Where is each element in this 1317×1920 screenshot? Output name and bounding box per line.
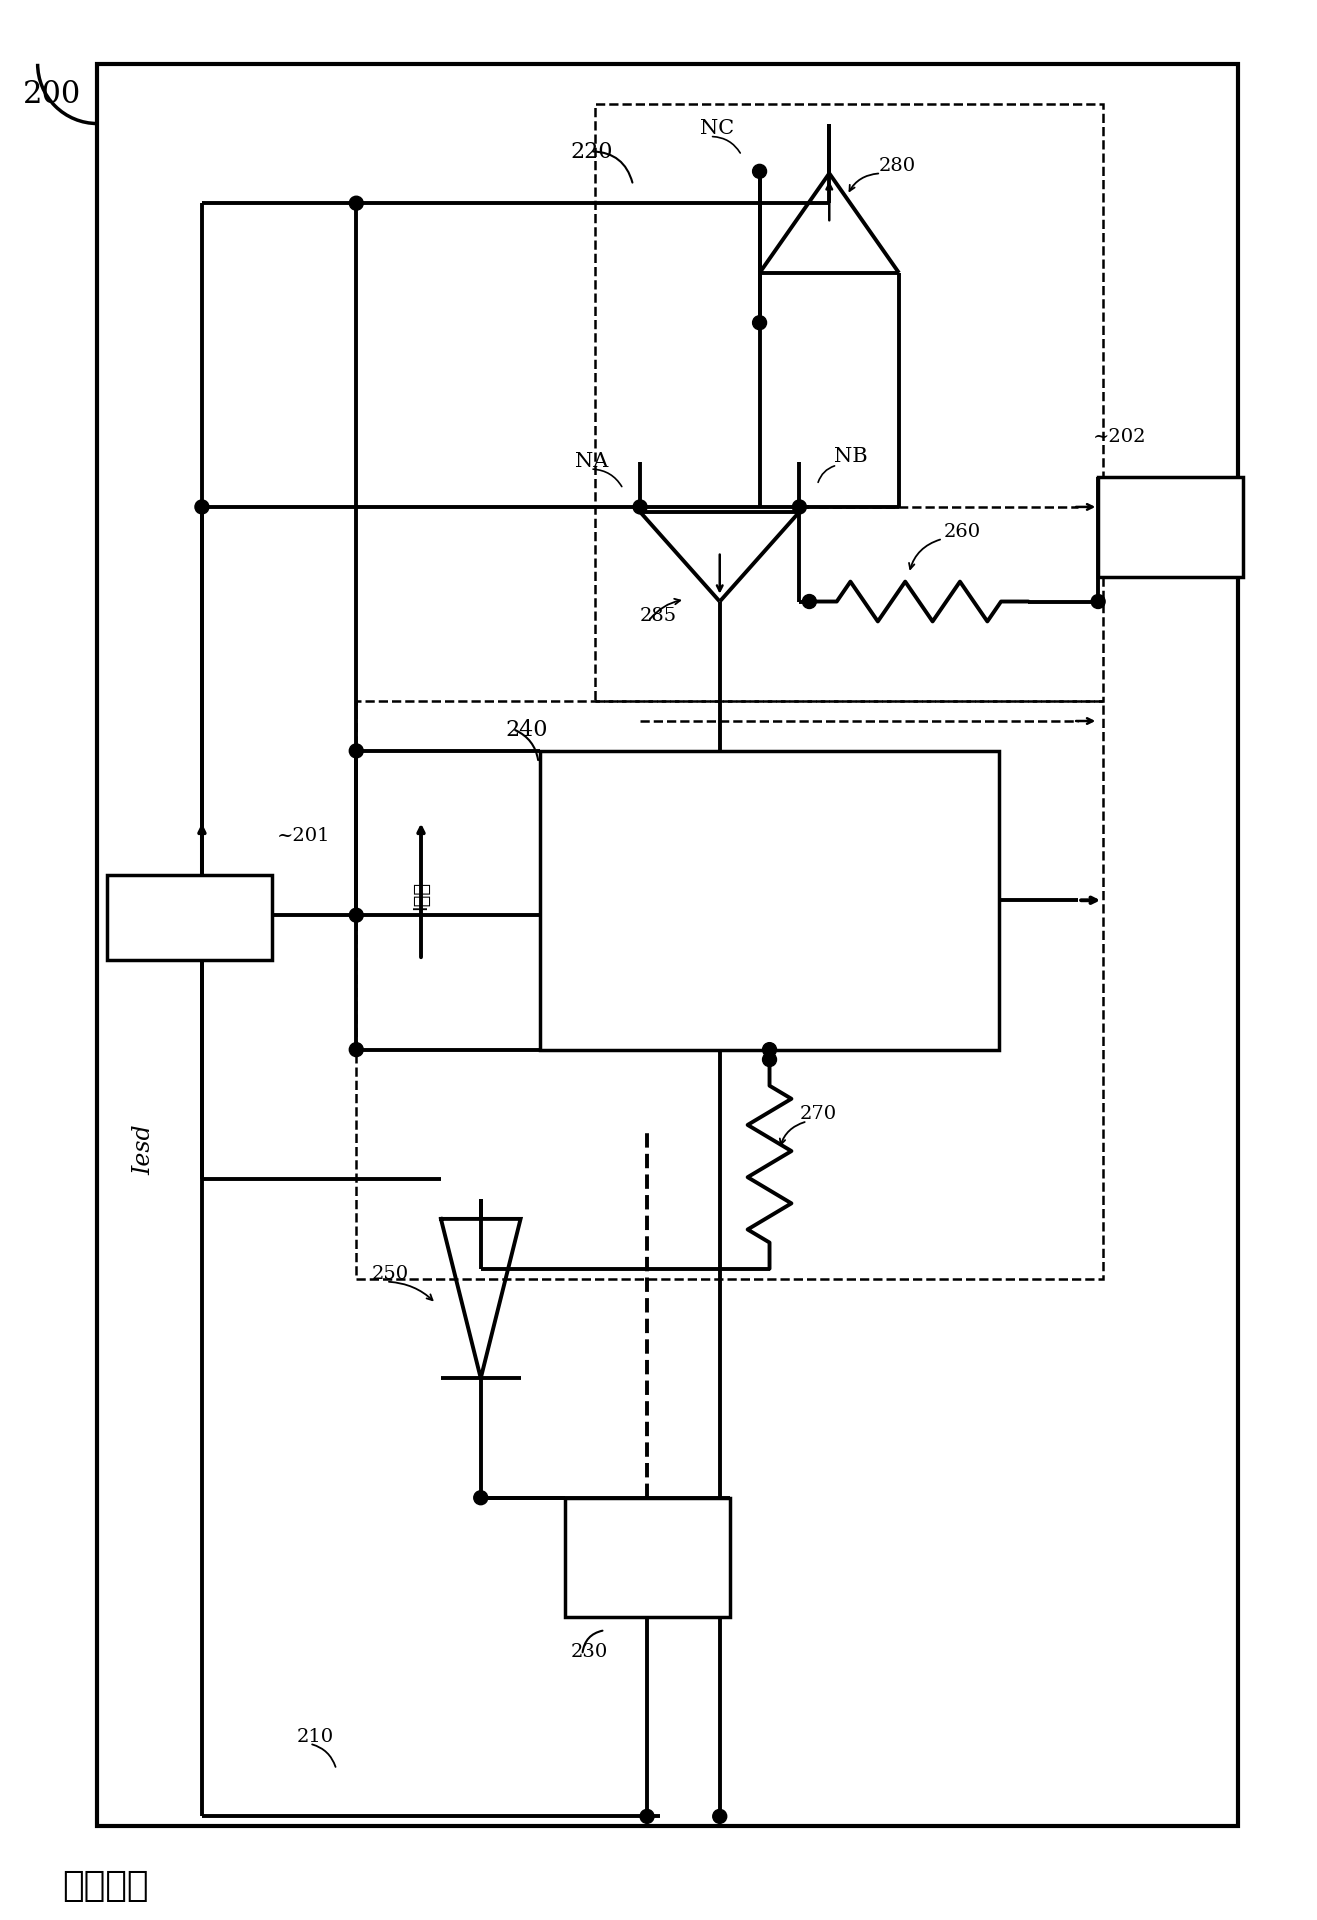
Circle shape [349,196,363,209]
Text: 内部电路: 内部电路 [734,885,806,914]
Text: 250: 250 [371,1265,408,1283]
Text: 285: 285 [640,607,677,626]
Bar [565,1498,730,1617]
Circle shape [712,1809,727,1824]
Circle shape [802,595,817,609]
Text: IP: IP [631,1544,664,1571]
Text: NC: NC [699,119,734,138]
Text: NB: NB [834,447,868,467]
Circle shape [633,499,647,515]
Circle shape [752,165,766,179]
Text: I偏置: I偏置 [411,881,431,910]
Text: 200: 200 [22,79,80,109]
Circle shape [349,908,363,922]
Text: 220: 220 [570,142,612,163]
Text: 集成电路: 集成电路 [62,1868,149,1903]
Text: 270: 270 [799,1106,836,1123]
Text: ~201: ~201 [277,826,331,845]
Circle shape [349,743,363,758]
Text: Iesd: Iesd [132,1123,155,1175]
Text: VSS: VSS [1143,515,1197,540]
Text: VDD: VDD [158,906,221,929]
Circle shape [640,1809,655,1824]
Circle shape [195,499,209,515]
Circle shape [752,315,766,330]
Bar [595,104,1104,701]
Text: 240: 240 [506,718,548,741]
Circle shape [474,1490,487,1505]
Bar [97,63,1238,1826]
Bar [357,701,1104,1279]
Text: 210: 210 [296,1728,333,1745]
Bar [1098,476,1242,576]
Circle shape [763,1052,777,1066]
Text: 230: 230 [570,1644,607,1661]
Circle shape [763,1043,777,1056]
Text: 280: 280 [878,157,917,175]
Text: ~202: ~202 [1093,428,1147,445]
Bar [107,876,271,960]
Text: NA: NA [576,451,608,470]
Bar [540,751,998,1050]
Text: 260: 260 [944,522,981,541]
Circle shape [1092,595,1105,609]
Circle shape [793,499,806,515]
Circle shape [349,1043,363,1056]
